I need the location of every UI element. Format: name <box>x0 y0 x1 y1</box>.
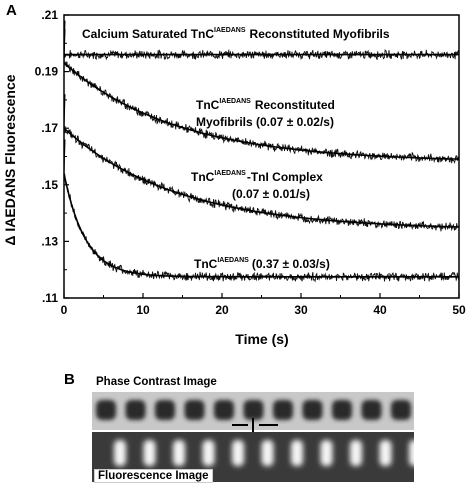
y-tick-label: .15 <box>41 178 58 192</box>
phase-bands <box>96 400 411 420</box>
y-tick-label: .11 <box>42 291 58 305</box>
series-2-label-prefix: TnC <box>196 98 220 112</box>
fluor-band <box>320 440 333 466</box>
series-4-label: TnCIAEDANS (0.37 ± 0.03/s) <box>194 257 330 271</box>
series-3-label: TnCIAEDANS-TnI Complex <box>191 170 323 184</box>
phase-band <box>302 400 323 420</box>
phase-band <box>391 400 411 420</box>
x-axis-title: Time (s) <box>235 331 288 347</box>
series-1-label-suffix: Reconstituted Myofibrils <box>250 27 390 41</box>
y-tick-label: 0.19 <box>35 65 59 79</box>
panel-a-label: A <box>6 2 17 19</box>
fluorescence-label: Fluorescence Image <box>94 469 213 483</box>
phase-band <box>332 400 352 420</box>
series-1-label-prefix: Calcium Saturated TnC <box>82 27 214 41</box>
phase-band <box>155 400 175 420</box>
series-3-rate-label: (0.07 ± 0.01/s) <box>232 187 310 201</box>
x-tick-label: 40 <box>373 303 387 317</box>
fluor-band <box>232 440 244 466</box>
y-axis-title: Δ IAEDANS Fluorescence <box>2 74 18 245</box>
series-4-label-sup: IAEDANS <box>217 257 249 264</box>
x-tick-label: 20 <box>215 303 229 317</box>
phase-band <box>214 400 234 420</box>
chart-series <box>63 20 460 283</box>
fluor-band <box>350 440 362 466</box>
series-2-rate-label: Myofibrils (0.07 ± 0.02/s) <box>196 115 334 129</box>
phase-band <box>184 400 205 420</box>
x-tick-label: 50 <box>452 303 466 317</box>
fluor-band <box>379 440 392 466</box>
x-tick-label: 30 <box>294 303 308 317</box>
chart-ticks: 0 10 20 30 40 50 .11 .13 .15 .17 0.19 .21 <box>35 8 466 317</box>
fluorescence-spots <box>114 440 414 466</box>
series-fit-3 <box>63 127 459 228</box>
series-3-label-sup: IAEDANS <box>214 170 246 177</box>
series-spike <box>63 29 66 64</box>
series-2-label-sup: IAEDANS <box>219 98 251 105</box>
phase-band <box>361 400 382 420</box>
series-1-label-sup: IAEDANS <box>214 27 246 34</box>
series-trace-2 <box>63 61 460 164</box>
fluor-band <box>173 440 185 466</box>
series-fit-4 <box>63 173 459 278</box>
phase-band <box>273 400 293 420</box>
x-tick-label: 10 <box>136 303 150 317</box>
phase-contrast-label: Phase Contrast Image <box>96 376 217 388</box>
fluor-band <box>202 440 215 466</box>
series-1-label: Calcium Saturated TnCIAEDANS Reconstitute… <box>82 27 390 41</box>
phase-band <box>96 400 116 420</box>
phase-band <box>243 400 264 420</box>
fluor-band <box>409 440 414 466</box>
series-4-label-prefix: TnC <box>194 257 218 271</box>
series-spike <box>63 139 66 174</box>
x-tick-label: 0 <box>61 303 68 317</box>
phase-band <box>125 400 146 420</box>
series-3-label-suffix: -TnI Complex <box>247 170 323 184</box>
y-tick-label: .21 <box>41 8 58 22</box>
series-4-label-suffix: (0.37 ± 0.03/s) <box>252 257 330 271</box>
fluor-band <box>143 440 156 466</box>
fluor-band <box>261 440 274 466</box>
y-tick-label: .17 <box>41 121 58 135</box>
series-2-label: TnCIAEDANS Reconstituted <box>196 98 335 112</box>
fluor-band <box>114 440 126 466</box>
y-tick-label: .13 <box>41 234 58 248</box>
series-fit-2 <box>63 62 459 160</box>
series-2-label-suffix: Reconstituted <box>255 98 335 112</box>
series-3-label-prefix: TnC <box>191 170 215 184</box>
panel-b-label: B <box>64 371 75 388</box>
fluor-band <box>291 440 303 466</box>
series-spike <box>63 94 66 129</box>
